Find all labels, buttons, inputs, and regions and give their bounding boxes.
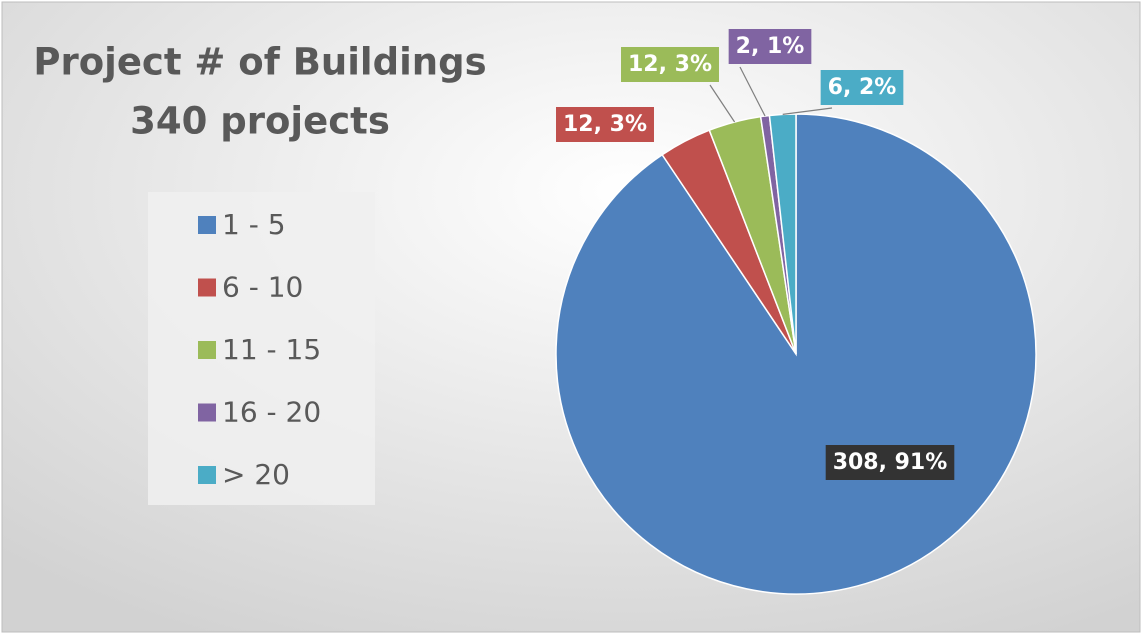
legend-label: 16 - 20	[222, 396, 321, 429]
legend-box	[148, 192, 375, 505]
data-label: 2, 1%	[736, 34, 805, 59]
data-label-box	[820, 70, 904, 105]
leader-line	[709, 84, 736, 123]
chart-subtitle: 340 projects	[130, 100, 390, 143]
data-label-box	[556, 107, 654, 142]
data-label-box	[728, 29, 812, 64]
leader-line	[782, 107, 833, 115]
data-label-box	[825, 445, 955, 480]
pie-slice	[768, 113, 797, 355]
legend-label: 1 - 5	[222, 208, 286, 241]
legend-swatch	[198, 341, 216, 359]
legend-label: > 20	[222, 458, 290, 491]
legend-swatch	[198, 466, 216, 484]
legend-swatch	[198, 216, 216, 234]
data-label: 6, 2%	[828, 75, 897, 100]
data-label: 308, 91%	[833, 450, 948, 475]
data-label-box	[621, 47, 719, 82]
legend-label: 11 - 15	[222, 333, 321, 366]
chart-title: Project # of Buildings	[33, 41, 486, 84]
legend-label: 6 - 10	[222, 271, 303, 304]
leader-line	[739, 66, 766, 117]
data-label: 12, 3%	[628, 52, 712, 77]
legend-swatch	[198, 278, 216, 297]
data-label: 12, 3%	[563, 112, 647, 137]
legend-swatch	[198, 403, 216, 422]
